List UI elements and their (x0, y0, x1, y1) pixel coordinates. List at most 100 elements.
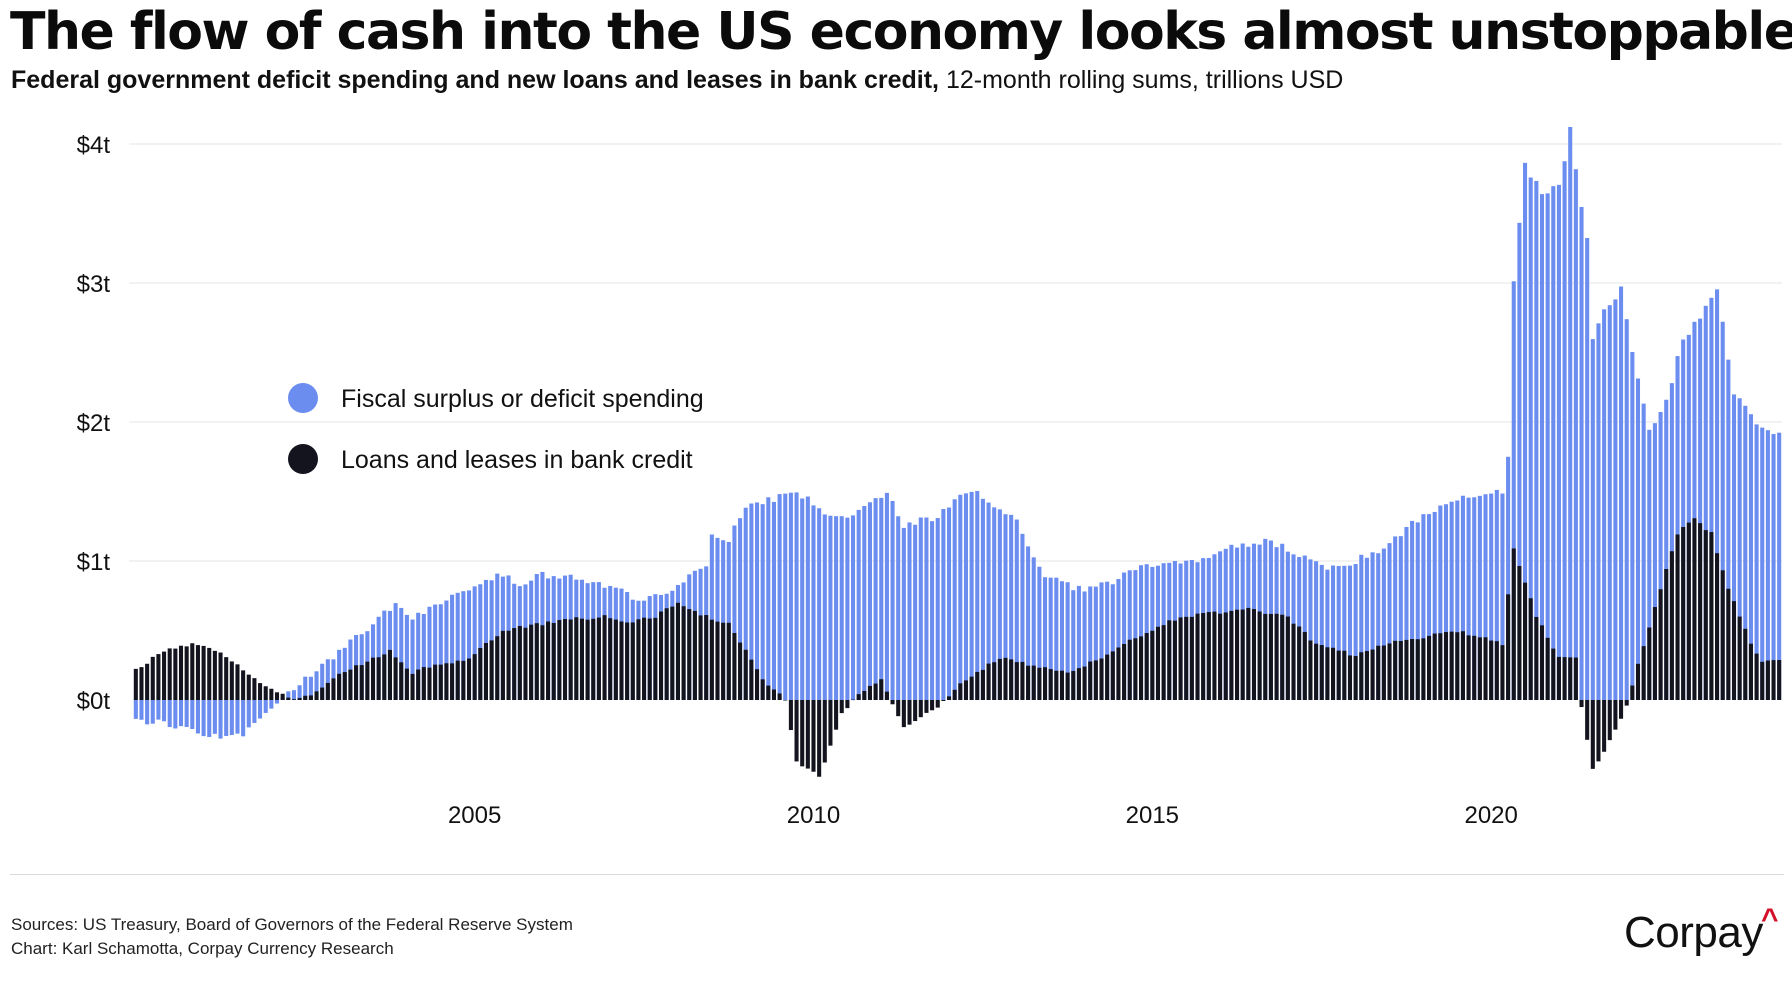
fiscal-bar (1432, 511, 1437, 700)
loans-bar (913, 700, 918, 722)
fiscal-bar (1624, 319, 1629, 700)
loans-bar (675, 602, 680, 700)
loans-bar (1381, 645, 1386, 700)
loans-bar (461, 660, 466, 700)
fiscal-bar (246, 700, 251, 728)
legend-label: Loans and leases in bank credit (341, 446, 693, 474)
fiscal-bar (1698, 318, 1703, 700)
fiscal-bar (1319, 564, 1324, 700)
loans-bar (918, 700, 923, 718)
loans-bar (1635, 663, 1641, 700)
fiscal-bar (901, 527, 906, 700)
fiscal-bar (709, 534, 714, 700)
loans-bar (218, 652, 223, 700)
y-tick-label: $0t (77, 688, 111, 715)
loans-bar (585, 619, 590, 700)
loans-bar (783, 700, 788, 701)
loans-bar (1517, 566, 1522, 700)
fiscal-bar (1731, 394, 1737, 700)
fiscal-bar (1703, 305, 1708, 700)
loans-bar (354, 665, 359, 700)
fiscal-bar (450, 594, 455, 700)
loans-bar (1528, 598, 1533, 700)
loans-bar (320, 687, 325, 700)
fiscal-bar (1528, 177, 1533, 701)
loans-bar (529, 624, 534, 700)
loans-bar (1065, 672, 1070, 700)
loans-bar (455, 660, 460, 700)
fiscal-bar (992, 507, 997, 700)
loans-bar (314, 691, 319, 700)
fiscal-bar (1093, 586, 1098, 700)
fiscal-bar (274, 700, 280, 704)
loans-bar (1246, 607, 1251, 700)
fiscal-bar (1466, 497, 1471, 700)
fiscal-bar (297, 685, 302, 700)
loans-bar (308, 695, 313, 700)
fiscal-bar (139, 700, 144, 720)
loans-bar (1342, 650, 1347, 700)
fiscal-bar (1105, 581, 1110, 700)
loans-bar (664, 608, 669, 700)
loans-bar (1116, 647, 1121, 700)
loans-bar (670, 606, 675, 700)
fiscal-bar (907, 522, 912, 700)
fiscal-bar (201, 700, 206, 737)
loans-bar (873, 683, 878, 700)
loans-bar (145, 663, 150, 700)
loans-bar (788, 700, 793, 731)
fiscal-bar (1652, 423, 1657, 700)
fiscal-bar (1692, 321, 1697, 700)
fiscal-bar (1630, 351, 1635, 700)
fiscal-bar (732, 525, 737, 700)
loans-bar (766, 685, 771, 700)
loans-bar (229, 661, 234, 700)
loans-bar (1415, 639, 1420, 700)
fiscal-bar (749, 503, 754, 700)
loans-bar (348, 669, 353, 700)
fiscal-bar (975, 491, 980, 700)
fiscal-bar (320, 663, 325, 700)
loans-bar (1421, 638, 1426, 700)
fiscal-bar (1460, 495, 1465, 700)
loans-bar (1201, 613, 1206, 700)
fiscal-bar (963, 493, 969, 700)
fiscal-bar (1099, 582, 1104, 700)
loans-bar (291, 699, 296, 700)
loans-bar (1539, 625, 1545, 700)
loans-bar (201, 645, 206, 700)
fiscal-bar (1477, 495, 1482, 700)
loans-bar (1336, 650, 1341, 700)
fiscal-bar (167, 700, 172, 728)
loans-bar (935, 700, 940, 708)
fiscal-bar (1483, 494, 1488, 700)
fiscal-bar (150, 700, 155, 724)
loans-bar (613, 619, 618, 700)
loans-bar (1268, 613, 1273, 700)
loans-bar (478, 647, 483, 700)
loans-bar (1285, 616, 1290, 700)
loans-bar (512, 628, 517, 700)
loans-bar (252, 678, 257, 700)
fiscal-bar (1585, 238, 1590, 700)
fiscal-bar (1523, 162, 1528, 700)
fiscal-bar (1421, 514, 1426, 700)
fiscal-bar (1325, 569, 1330, 700)
fiscal-bar (1472, 497, 1477, 700)
loans-bar (1765, 660, 1770, 700)
fiscal-bar (986, 502, 991, 700)
fiscal-bar (235, 700, 240, 734)
loans-bar (1082, 666, 1087, 700)
loans-bar (1370, 649, 1375, 700)
loans-bar (1720, 570, 1725, 700)
fiscal-bar (817, 508, 822, 700)
loans-bar (342, 672, 347, 700)
fiscal-bar (760, 504, 765, 700)
fiscal-bar (173, 700, 178, 729)
fiscal-bar (952, 499, 957, 700)
loans-bar (1427, 635, 1432, 700)
chart-title: The flow of cash into the US economy loo… (10, 2, 1792, 62)
fiscal-bar (1754, 424, 1759, 700)
loans-bar (1240, 609, 1245, 700)
loans-bar (896, 700, 901, 717)
